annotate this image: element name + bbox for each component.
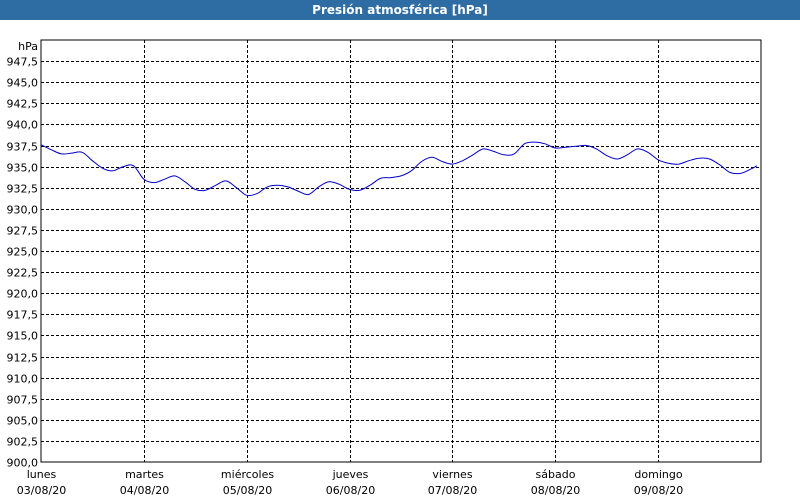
- x-tick-date: 03/08/20: [17, 484, 66, 497]
- x-tick-date: 04/08/20: [120, 484, 169, 497]
- y-tick-label: 920,0: [7, 288, 39, 301]
- x-tick-day: lunes: [27, 468, 57, 481]
- y-tick-label: 915,0: [7, 330, 39, 343]
- x-tick-day: viernes: [432, 468, 472, 481]
- y-tick-label: 912,5: [7, 352, 39, 365]
- y-tick-label: 942,5: [7, 98, 39, 111]
- y-tick-label: 947,5: [7, 56, 39, 69]
- x-tick-date: 05/08/20: [223, 484, 272, 497]
- y-tick-label: 930,0: [7, 204, 39, 217]
- y-tick-label: 945,0: [7, 77, 39, 90]
- label-layer: 947,5 945,0 942,5 940,0 937,5 935,0 932,5 930,0…: [7, 40, 684, 497]
- y-tick-label: 927,5: [7, 225, 39, 238]
- y-tick-label: 910,0: [7, 373, 39, 386]
- x-tick-day: martes: [125, 468, 164, 481]
- x-tick-date: 08/08/20: [531, 484, 580, 497]
- x-tick-date: 06/08/20: [326, 484, 375, 497]
- x-tick-day: miércoles: [221, 468, 274, 481]
- y-axis-label: hPa: [18, 40, 38, 53]
- x-tick-day: domingo: [634, 468, 682, 481]
- series-layer: [40, 141, 758, 197]
- x-tick-day: jueves: [332, 468, 369, 481]
- y-tick-label: 907,5: [7, 394, 39, 407]
- grid-layer: [40, 39, 762, 463]
- y-tick-label: 905,0: [7, 415, 39, 428]
- chart-title: Presión atmosférica [hPa]: [0, 0, 800, 20]
- pressure-series-line: [40, 141, 758, 197]
- y-tick-label: 940,0: [7, 119, 39, 132]
- y-tick-label: 902,5: [7, 436, 39, 449]
- y-tick-label: 935,0: [7, 162, 39, 175]
- y-tick-label: 922,5: [7, 267, 39, 280]
- y-tick-label: 932,5: [7, 183, 39, 196]
- y-tick-label: 917,5: [7, 309, 39, 322]
- y-tick-label: 937,5: [7, 141, 39, 154]
- x-tick-date: 09/08/20: [634, 484, 683, 497]
- y-tick-label: 925,0: [7, 246, 39, 259]
- x-tick-day: sábado: [536, 468, 576, 481]
- x-tick-date: 07/08/20: [428, 484, 477, 497]
- y-tick-label: 900,0: [7, 457, 39, 470]
- pressure-chart: 947,5 945,0 942,5 940,0 937,5 935,0 932,5 930,0…: [7, 39, 762, 497]
